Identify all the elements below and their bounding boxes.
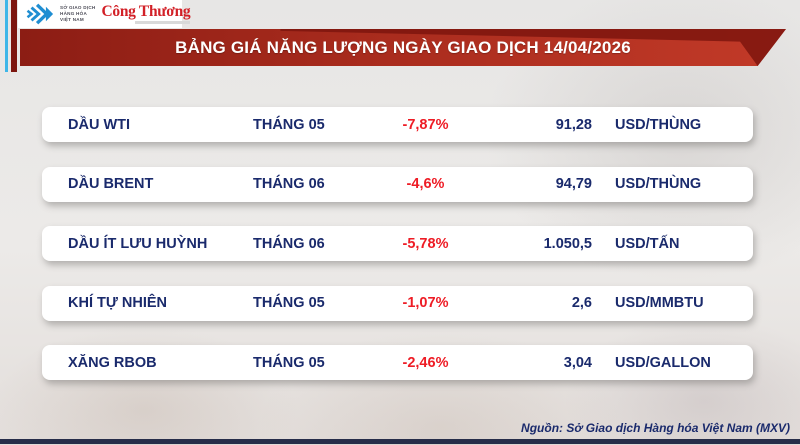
- price-unit: USD/THÙNG: [615, 176, 702, 192]
- price-table: DẦU WTI THÁNG 05 -7,87% 91,28 USD/THÙNG …: [42, 107, 753, 380]
- congthuong-logo-text: Công Thương: [101, 3, 191, 20]
- table-row-brent: DẦU BRENT THÁNG 06 -4,6% 94,79 USD/THÙNG: [42, 166, 753, 202]
- change-percent: -2,46%: [402, 354, 449, 371]
- price-unit: USD/TẤN: [615, 235, 680, 252]
- commodity-name: DẦU BRENT: [68, 176, 154, 192]
- change-percent: -1,07%: [402, 295, 449, 311]
- contract-month: THÁNG 05: [253, 354, 325, 371]
- table-row-natural-gas: KHÍ TỰ NHIÊN THÁNG 05 -1,07% 2,6 USD/MMB…: [42, 285, 753, 321]
- mxv-chevron-diamond-icon: [26, 3, 54, 25]
- bottom-bar: [0, 439, 800, 444]
- table-row-wti: DẦU WTI THÁNG 05 -7,87% 91,28 USD/THÙNG: [42, 107, 753, 142]
- page-title: BẢNG GIÁ NĂNG LƯỢNG NGÀY GIAO DỊCH 14/04…: [175, 37, 631, 57]
- title-banner: BẢNG GIÁ NĂNG LƯỢNG NGÀY GIAO DỊCH 14/04…: [20, 29, 786, 66]
- source-credit: Nguồn: Sở Giao dịch Hàng hóa Việt Nam (M…: [521, 421, 790, 435]
- mxv-org-line-1: SỞ GIAO DỊCH: [60, 5, 96, 11]
- commodity-name: XĂNG RBOB: [68, 354, 157, 371]
- table-row-rbob-gasoline: XĂNG RBOB THÁNG 05 -2,46% 3,04 USD/GALLO…: [42, 345, 753, 380]
- price-unit: USD/GALLON: [615, 354, 711, 371]
- commodity-name: DẦU ÍT LƯU HUỲNH: [68, 235, 208, 252]
- header-logo-block: SỞ GIAO DỊCH HÀNG HÓA VIỆT NAM Công Thươ…: [18, 0, 191, 28]
- congthuong-logo-subline: [135, 21, 191, 24]
- mxv-org-line-3: VIỆT NAM: [60, 16, 84, 22]
- left-accent-stripe-cyan: [5, 0, 8, 72]
- contract-month: THÁNG 06: [253, 235, 325, 252]
- table-row-low-sulphur-oil: DẦU ÍT LƯU HUỲNH THÁNG 06 -5,78% 1.050,5…: [42, 226, 753, 261]
- price-value: 3,04: [563, 354, 592, 371]
- commodity-name: KHÍ TỰ NHIÊN: [68, 295, 168, 311]
- left-accent-stripe-maroon: [11, 0, 17, 72]
- price-unit: USD/MMBTU: [615, 295, 704, 311]
- mxv-org-line-2: HÀNG HÓA: [60, 11, 88, 17]
- price-value: 94,79: [555, 176, 592, 192]
- price-value: 1.050,5: [543, 235, 592, 252]
- change-percent: -7,87%: [402, 116, 449, 133]
- price-unit: USD/THÙNG: [615, 116, 702, 133]
- change-percent: -4,6%: [406, 176, 445, 192]
- contract-month: THÁNG 05: [253, 295, 325, 311]
- price-value: 2,6: [571, 295, 592, 311]
- contract-month: THÁNG 06: [253, 176, 325, 192]
- contract-month: THÁNG 05: [253, 116, 325, 133]
- price-value: 91,28: [555, 116, 592, 133]
- congthuong-logo: Công Thương: [102, 4, 191, 24]
- change-percent: -5,78%: [402, 235, 449, 252]
- mxv-org-name: SỞ GIAO DỊCH HÀNG HÓA VIỆT NAM: [60, 5, 96, 22]
- commodity-name: DẦU WTI: [68, 116, 131, 133]
